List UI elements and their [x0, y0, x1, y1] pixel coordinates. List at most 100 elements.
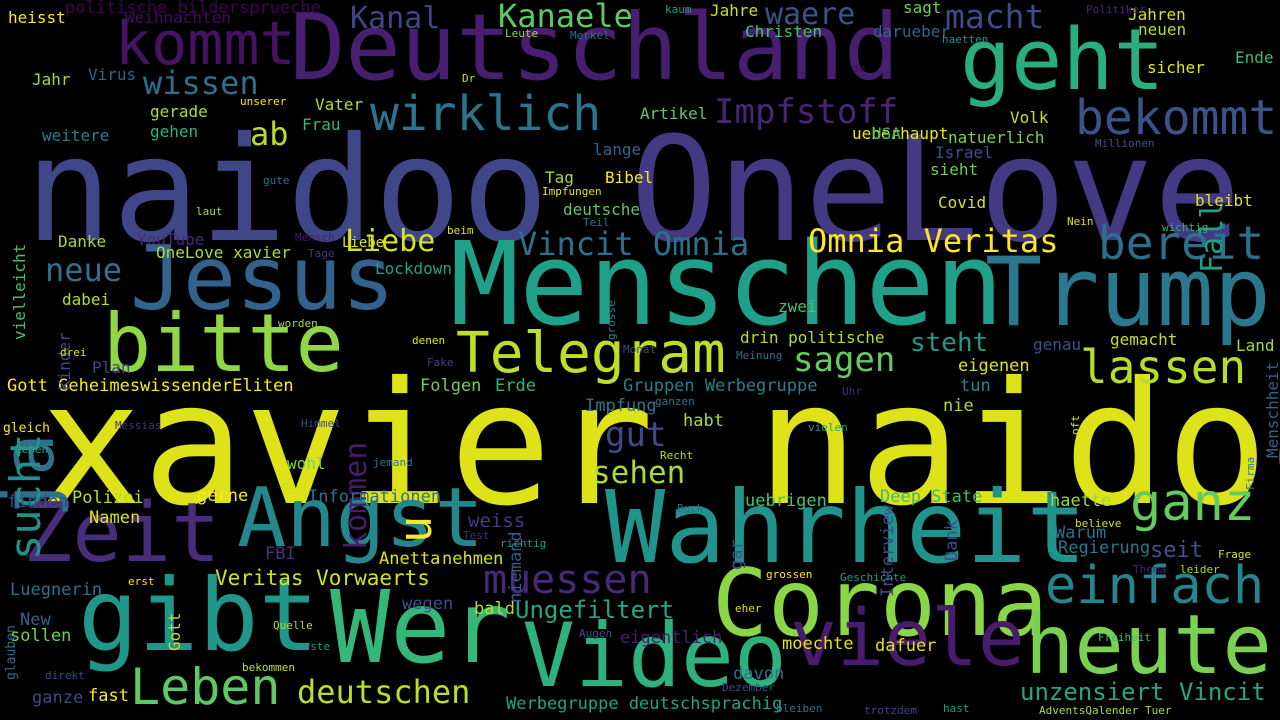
cloud-word: darueber: [873, 22, 951, 41]
cloud-word: USA: [872, 124, 901, 143]
cloud-word: heisst: [8, 8, 66, 27]
cloud-word: bekommt: [1075, 90, 1278, 146]
cloud-word: direkt: [45, 669, 85, 682]
cloud-word: Test: [463, 529, 490, 542]
cloud-word: gehen: [150, 122, 199, 141]
cloud-word: kaum: [665, 3, 692, 16]
cloud-word: deutsche: [563, 200, 641, 219]
cloud-word: Folgen: [420, 376, 482, 396]
cloud-word: dabei: [62, 290, 111, 309]
cloud-word: drei: [60, 346, 87, 359]
cloud-word: Mensch: [295, 231, 335, 244]
cloud-word: gibt: [78, 557, 319, 674]
cloud-word: ganzen: [655, 395, 695, 408]
cloud-word: Fall: [1195, 200, 1230, 273]
cloud-word: Meinung: [736, 349, 783, 362]
cloud-word: habt: [683, 411, 724, 431]
cloud-word: trotzdem: [864, 704, 917, 717]
cloud-word: weitere: [42, 126, 110, 145]
cloud-word: Messias: [115, 419, 162, 432]
cloud-word: Augen: [579, 627, 613, 640]
cloud-word: hast: [943, 702, 970, 715]
cloud-word: Erde: [495, 376, 536, 396]
cloud-word: politische bildersprueche: [65, 0, 321, 18]
cloud-word: Polizei: [72, 488, 144, 508]
cloud-word: grossen: [766, 568, 813, 581]
cloud-word: laut: [196, 205, 223, 218]
cloud-word: neuen: [1138, 20, 1187, 39]
cloud-word: wirklich: [370, 86, 602, 142]
cloud-word: eigenen: [958, 356, 1030, 376]
cloud-word: Telegram: [456, 321, 726, 386]
cloud-word: tun: [960, 376, 991, 396]
cloud-word: Buch: [677, 502, 704, 515]
cloud-word: Informationen: [308, 487, 442, 507]
cloud-word: Jahren: [1128, 5, 1186, 24]
cloud-word: Bibel: [605, 168, 654, 187]
cloud-word: Artikel: [640, 104, 708, 123]
cloud-word: steht: [910, 328, 989, 358]
cloud-word: ueberhaupt: [852, 124, 949, 143]
cloud-word: Warum: [1055, 523, 1107, 543]
cloud-word: Virus: [88, 65, 137, 84]
cloud-word: Kanaele: [498, 0, 633, 35]
cloud-word: haette: [1050, 491, 1112, 511]
cloud-word: Werbegruppe deutschsprachig: [506, 694, 783, 714]
cloud-word: Frau: [302, 115, 341, 134]
cloud-word: moechte: [782, 634, 854, 654]
cloud-word: vielleicht: [10, 243, 29, 340]
cloud-word: Frage: [1218, 548, 1252, 561]
cloud-word: gerne: [197, 486, 249, 506]
cloud-word: jemand: [373, 456, 413, 469]
cloud-word: ganze: [32, 688, 84, 708]
cloud-word: Land: [1236, 336, 1275, 355]
cloud-word: Danke: [58, 232, 107, 251]
cloud-word: Recht: [660, 449, 694, 462]
cloud-word: Angst: [237, 471, 484, 566]
cloud-word: glauben: [4, 625, 19, 680]
cloud-word: Ungefiltert: [515, 596, 674, 624]
cloud-word: Ende: [1235, 48, 1274, 67]
cloud-word: nie: [943, 396, 974, 416]
cloud-word: gute: [263, 174, 290, 187]
cloud-word: wegen: [402, 594, 454, 614]
cloud-word: haetten: [942, 33, 989, 46]
cloud-word: Leute: [505, 27, 539, 40]
cloud-word: bald: [474, 599, 515, 619]
cloud-word: leider: [1180, 563, 1220, 576]
cloud-word: unserer: [240, 95, 287, 108]
cloud-word: ganz: [1130, 473, 1256, 533]
cloud-word: Himmel: [301, 417, 341, 430]
cloud-word: Israel: [935, 143, 993, 162]
cloud-word: Freiheit: [1098, 631, 1151, 644]
cloud-word: drin politische: [740, 328, 885, 347]
cloud-word: Tage: [308, 247, 335, 260]
cloud-word: FBI: [265, 544, 296, 564]
cloud-word: Corona: [712, 549, 1048, 657]
cloud-word: u: [389, 515, 442, 543]
cloud-word: Impfstoff: [714, 92, 899, 132]
cloud-word: Covid: [938, 193, 987, 212]
cloud-word: sagt: [903, 0, 942, 17]
cloud-word: Gott: [165, 612, 184, 651]
cloud-word: fast: [88, 686, 129, 706]
cloud-word: deutschen: [297, 673, 471, 711]
cloud-word: Wer: [330, 569, 511, 686]
cloud-word: lassen: [1080, 340, 1247, 394]
cloud-word: richtig: [500, 537, 547, 550]
cloud-word: Impfungen: [542, 185, 602, 198]
cloud-word: Thema: [1133, 563, 1167, 576]
cloud-word: YouTube: [137, 230, 205, 249]
cloud-word: Jahre: [710, 1, 759, 20]
cloud-word: erste: [297, 640, 331, 653]
cloud-word: worden: [278, 317, 318, 330]
cloud-word: de: [852, 62, 866, 75]
cloud-word: gleich: [3, 421, 50, 436]
cloud-word: Politiker: [1086, 3, 1146, 16]
cloud-word: erst: [128, 575, 155, 588]
cloud-word: Jesus: [130, 227, 395, 330]
cloud-word: Menschheit: [1263, 361, 1280, 458]
cloud-word: Video: [522, 604, 787, 707]
cloud-word: einfach: [1045, 556, 1265, 616]
cloud-word: gut: [605, 415, 667, 455]
